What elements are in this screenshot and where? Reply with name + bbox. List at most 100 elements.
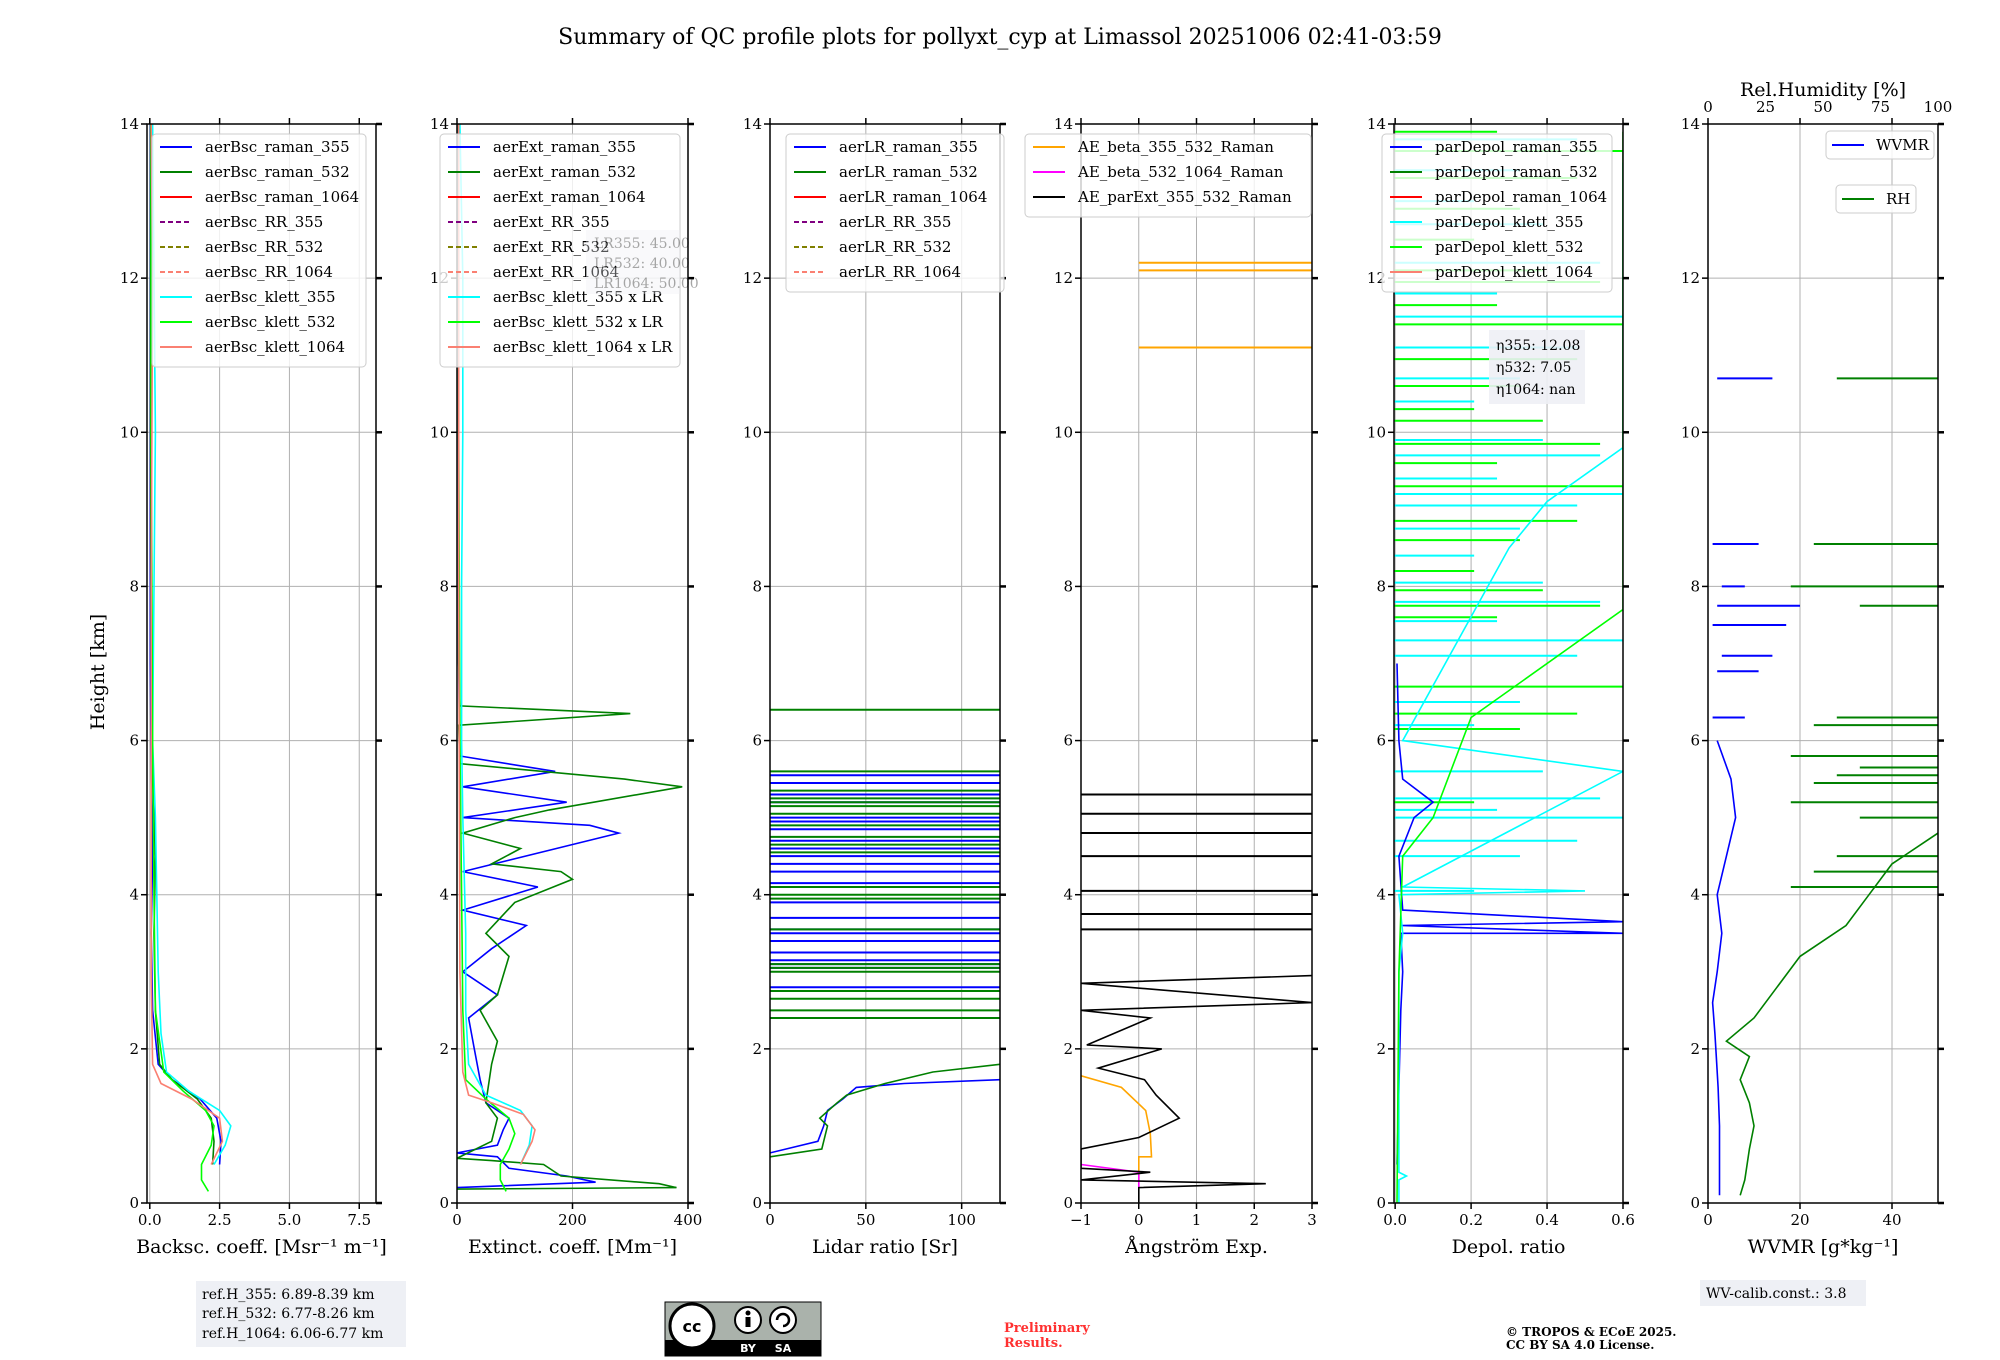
eta-value-1: η532: 7.05: [1496, 360, 1571, 376]
lr-value-0: LR355: 45.00: [594, 236, 690, 252]
legend-label: AE_parExt_355_532_Raman: [1077, 188, 1292, 206]
panel-wvmr: 0 20 40 0 2 4 6 8 10 12 14 WVMR [g*kg⁻¹] 0 25 50 75 100 R…: [1681, 79, 1952, 1258]
legend-label: aerLR_raman_1064: [839, 188, 987, 206]
series-aerbsc-klett-355: [151, 124, 232, 1165]
x-tick-label: 0.0: [1383, 1211, 1407, 1229]
y-tick-label: 2: [1376, 1040, 1386, 1058]
series-group: [457, 124, 683, 1192]
cc-text: cc: [683, 1317, 702, 1336]
lidar-ratio-annotation: LR355: 45.00 LR532: 40.00 LR1064: 50.00: [586, 230, 699, 294]
legend-label: aerBsc_raman_532: [205, 163, 350, 181]
y-tick-label: 10: [743, 423, 762, 441]
y-tick-label: 14: [1681, 115, 1700, 133]
legend-wvmr: WVMR: [1825, 130, 1935, 160]
y-tick-label: 4: [752, 886, 762, 904]
y-tick-label: 10: [1054, 423, 1073, 441]
y-tick-label: 4: [129, 886, 139, 904]
ref-height-532: ref.H_532: 6.77-8.26 km: [202, 1306, 375, 1322]
y-tick-label: 10: [120, 423, 139, 441]
y-tick-label: 0: [1063, 1194, 1073, 1212]
x-tick-label: 3: [1307, 1211, 1317, 1229]
legend-frame: [1825, 130, 1935, 160]
y-tick-label: 12: [1367, 269, 1386, 287]
y-tick-label: 2: [129, 1040, 139, 1058]
x-tick-label: 40: [1882, 1211, 1901, 1229]
y-tick-label: 14: [1054, 115, 1073, 133]
top-tick-label: 25: [1756, 98, 1775, 116]
series-aerext-raman-532: [457, 124, 683, 1190]
y-tick-label: 4: [1063, 886, 1073, 904]
y-tick-label: 10: [1681, 423, 1700, 441]
y-tick-label: 8: [1690, 577, 1700, 595]
ref-heights-box: ref.H_355: 6.89-8.39 km ref.H_532: 6.77-…: [196, 1281, 406, 1347]
legend-frame: [1024, 133, 1312, 218]
series-group: [149, 124, 232, 1192]
legend-label: aerBsc_klett_532 x LR: [493, 313, 664, 331]
legend-label: aerBsc_raman_1064: [205, 188, 359, 206]
y-tick-label: 0: [1690, 1194, 1700, 1212]
legend-label: aerBsc_RR_532: [205, 238, 323, 256]
y-tick-label: 0: [1376, 1194, 1386, 1212]
y-tick-label: 10: [1367, 423, 1386, 441]
axes-frame: [1707, 123, 1939, 1204]
series-ae-parext-355-532-raman: [1081, 974, 1312, 1203]
legend-rh: RH: [1835, 184, 1917, 214]
top-tick-label: 100: [1924, 98, 1953, 116]
legend-label: aerLR_raman_355: [839, 138, 978, 156]
cc-by-sa-badge: cc BY SA: [664, 1301, 822, 1357]
ref-height-355: ref.H_355: 6.89-8.39 km: [202, 1287, 375, 1303]
y-tick-label: 6: [752, 732, 762, 750]
eta-annotation: η355: 12.08 η532: 7.05 η1064: nan: [1489, 330, 1585, 404]
x-tick-label: 100: [947, 1211, 976, 1229]
y-tick-label: 8: [1063, 577, 1073, 595]
legend-label: aerExt_raman_355: [493, 138, 636, 156]
y-tick-label: 4: [1690, 886, 1700, 904]
series-aerlr-raman-532: [770, 1063, 1000, 1158]
axes-frame: [1393, 123, 1624, 1204]
legend-frame: [151, 133, 367, 368]
wv-calib-text: WV-calib.const.: 3.8: [1706, 1286, 1846, 1302]
panel-depol: 0.0 0.2 0.4 0.6 0 2 4 6 8 10 12 14 Depol. ratio parDe…: [1367, 115, 1635, 1258]
y-tick-label: 2: [1063, 1040, 1073, 1058]
legend-label: parDepol_raman_1064: [1435, 188, 1607, 206]
x-axis-label: Ångström Exp.: [1124, 1236, 1268, 1258]
legend: aerBsc_raman_355 aerBsc_raman_532 aerBsc_r…: [151, 133, 367, 368]
legend-frame: [785, 133, 1005, 293]
top-tick-label: 75: [1871, 98, 1890, 116]
legend-frame: [1835, 184, 1917, 214]
wv-calib-box: WV-calib.const.: 3.8: [1700, 1280, 1866, 1306]
sa-label: SA: [775, 1342, 792, 1355]
x-axis-label: Extinct. coeff. [Mm⁻¹]: [468, 1236, 677, 1258]
x-tick-label: 5.0: [277, 1211, 301, 1229]
y-tick-label: 12: [120, 269, 139, 287]
legend-label: aerLR_RR_1064: [839, 263, 961, 281]
y-tick-label: 12: [1054, 269, 1073, 287]
series-pardepol-klett-355: [1398, 162, 1623, 1203]
x-tick-label: 0.6: [1611, 1211, 1635, 1229]
legend-label: parDepol_raman_355: [1435, 138, 1598, 156]
preliminary-line-1: Preliminary: [1004, 1321, 1090, 1336]
series-rh: [1725, 832, 1938, 1196]
y-tick-label: 14: [1367, 115, 1386, 133]
legend-label: aerBsc_klett_1064 x LR: [493, 338, 673, 356]
y-tick-label: 2: [439, 1040, 449, 1058]
y-tick-label: 14: [120, 115, 139, 133]
eta-box: [1489, 330, 1585, 404]
y-tick-label: 6: [1063, 732, 1073, 750]
y-tick-label: 14: [430, 115, 449, 133]
copyright-line-2: CC BY SA 4.0 License.: [1506, 1338, 1654, 1352]
share-alike-icon: [769, 1306, 797, 1334]
y-tick-label: 6: [1690, 732, 1700, 750]
y-tick-label: 2: [1690, 1040, 1700, 1058]
x-tick-label: 0.0: [138, 1211, 162, 1229]
y-tick-label: 12: [743, 269, 762, 287]
y-tick-label: 6: [439, 732, 449, 750]
series-ae-beta-355-532-raman: [1081, 1075, 1153, 1180]
legend-label: aerBsc_klett_355 x LR: [493, 288, 664, 306]
legend-label: AE_beta_355_532_Raman: [1077, 138, 1274, 156]
y-tick-label: 4: [1376, 886, 1386, 904]
x-tick-label: 20: [1790, 1211, 1809, 1229]
